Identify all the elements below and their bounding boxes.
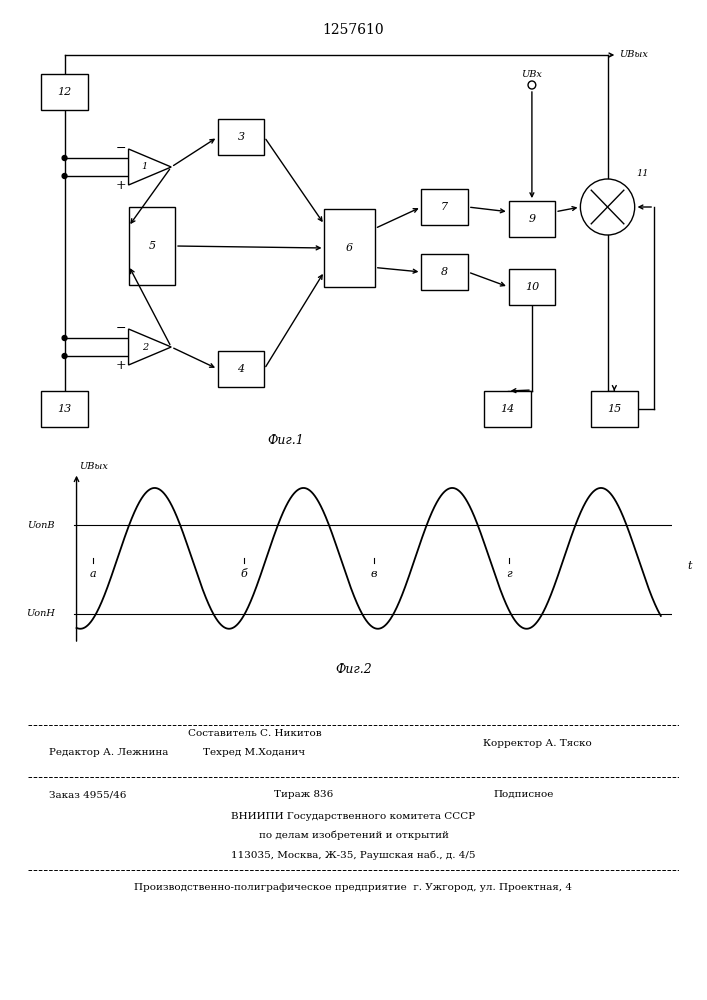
Text: −: −	[116, 322, 127, 335]
Text: UопН: UопН	[26, 609, 55, 618]
Text: Корректор А. Тяско: Корректор А. Тяско	[483, 739, 592, 748]
Bar	[421, 189, 468, 225]
Circle shape	[62, 155, 67, 160]
Text: в: в	[371, 569, 378, 579]
Bar	[218, 119, 264, 155]
Text: ВНИИПИ Государственного комитета СССР: ВНИИПИ Государственного комитета СССР	[231, 812, 476, 821]
Text: UВых: UВых	[619, 50, 648, 59]
Bar	[41, 391, 88, 427]
Text: 15: 15	[607, 404, 621, 414]
Text: 4: 4	[238, 364, 245, 374]
Text: UВых: UВых	[79, 462, 108, 471]
Text: +: +	[116, 359, 127, 372]
Text: 14: 14	[501, 404, 515, 414]
Text: 3: 3	[238, 132, 245, 142]
Text: 113035, Москва, Ж-35, Раушская наб., д. 4/5: 113035, Москва, Ж-35, Раушская наб., д. …	[231, 850, 476, 859]
Text: Фиг.2: Фиг.2	[335, 663, 372, 676]
Bar	[421, 254, 468, 290]
Bar	[325, 209, 375, 287]
Text: Техред М.Ходанич: Техред М.Ходанич	[204, 748, 305, 757]
Text: 11: 11	[636, 169, 649, 178]
Polygon shape	[129, 329, 171, 365]
Circle shape	[580, 179, 635, 235]
Text: UопВ: UопВ	[28, 521, 55, 530]
Bar	[591, 391, 638, 427]
Text: Составитель С. Никитов: Составитель С. Никитов	[187, 729, 322, 738]
Circle shape	[62, 173, 67, 178]
Bar	[484, 391, 531, 427]
Text: 1257610: 1257610	[322, 23, 385, 37]
Text: −: −	[116, 142, 127, 155]
Circle shape	[528, 81, 536, 89]
Text: Подписное: Подписное	[493, 790, 554, 799]
Text: Редактор А. Лежнина: Редактор А. Лежнина	[49, 748, 169, 757]
Circle shape	[62, 354, 67, 359]
Bar	[508, 201, 555, 237]
Text: 2: 2	[141, 342, 148, 352]
Text: б: б	[241, 569, 247, 579]
Bar	[41, 74, 88, 110]
Text: 7: 7	[441, 202, 448, 212]
Bar	[129, 207, 175, 285]
Text: 13: 13	[57, 404, 71, 414]
Text: UВх: UВх	[522, 70, 542, 79]
Text: 9: 9	[528, 214, 535, 224]
Text: 1: 1	[141, 162, 148, 171]
Text: Заказ 4955/46: Заказ 4955/46	[49, 790, 127, 799]
Text: Тираж 836: Тираж 836	[274, 790, 334, 799]
Text: 10: 10	[525, 282, 539, 292]
Text: 8: 8	[441, 267, 448, 277]
Text: Фиг.1: Фиг.1	[267, 434, 304, 447]
Text: 5: 5	[148, 241, 156, 251]
Text: по делам изобретений и открытий: по делам изобретений и открытий	[259, 831, 448, 840]
Text: 12: 12	[57, 87, 71, 97]
Text: г: г	[506, 569, 512, 579]
Bar	[508, 269, 555, 305]
Bar	[218, 351, 264, 387]
Text: а: а	[90, 569, 96, 579]
Text: Производственно-полиграфическое предприятие  г. Ужгород, ул. Проектная, 4: Производственно-полиграфическое предприя…	[134, 883, 573, 892]
Circle shape	[62, 336, 67, 340]
Text: t: t	[688, 561, 692, 571]
Text: 6: 6	[346, 243, 354, 253]
Text: +: +	[116, 179, 127, 192]
Polygon shape	[129, 149, 171, 185]
